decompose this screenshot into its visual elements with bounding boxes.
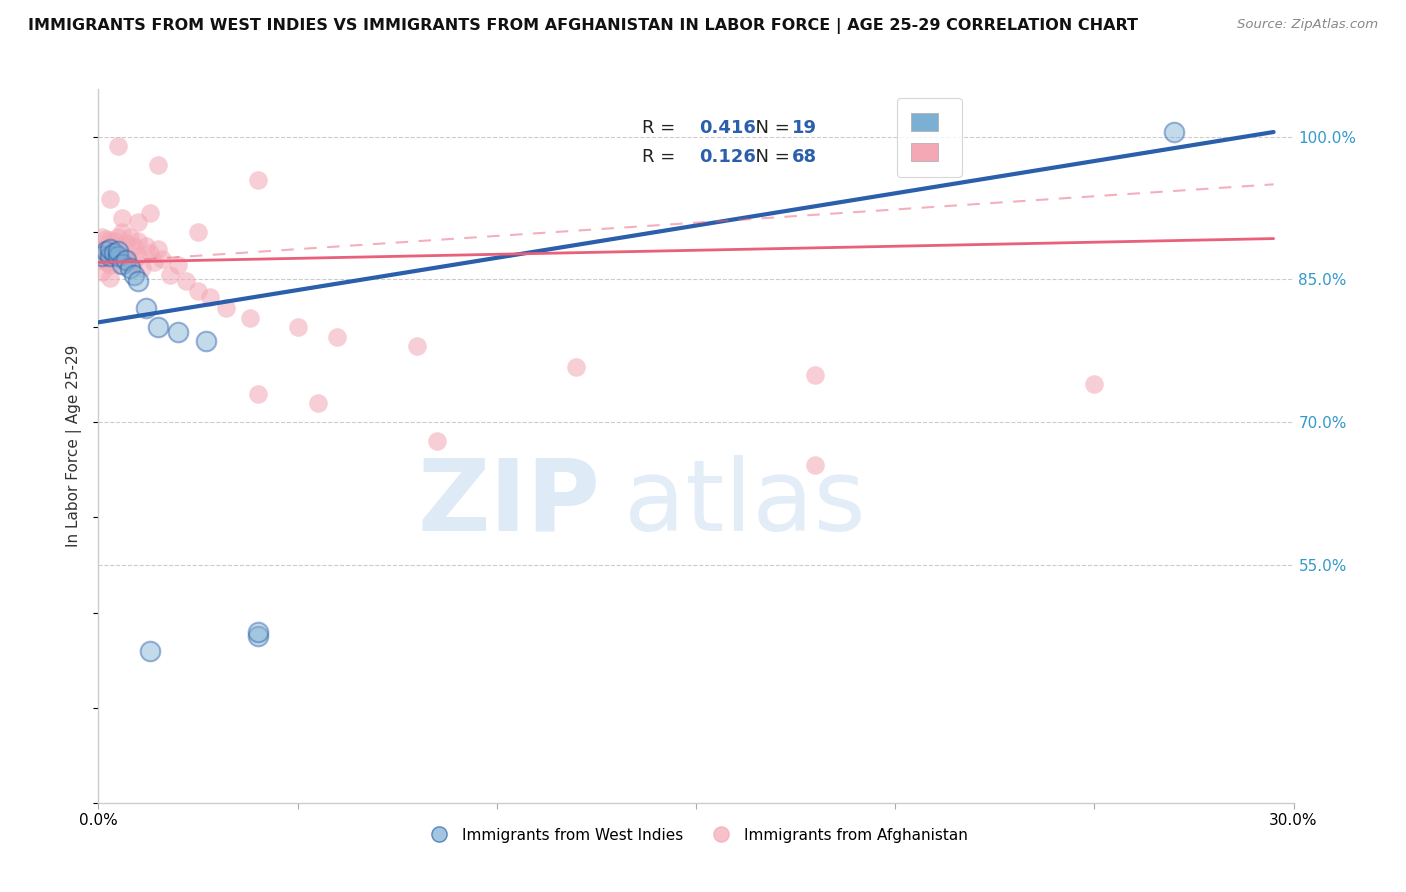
Point [91,242,114,256]
Point [91,249,114,263]
Point [111,252,134,266]
Point [148,320,170,334]
Point [135,239,157,253]
Point [246,386,269,401]
Point [91,253,114,268]
Point [1083,377,1105,392]
Point [115,253,138,268]
Point [98,258,122,272]
Text: 0.126: 0.126 [700,148,756,166]
Point [107,229,129,244]
Point [139,643,162,657]
Point [98,242,122,256]
Text: Source: ZipAtlas.com: Source: ZipAtlas.com [1237,18,1378,31]
Point [120,261,142,276]
Point [111,211,134,225]
Point [98,270,122,285]
Point [127,215,149,229]
Text: R =: R = [643,120,681,137]
Point [565,359,588,374]
Y-axis label: In Labor Force | Age 25-29: In Labor Force | Age 25-29 [66,345,83,547]
Text: 68: 68 [792,148,817,166]
Point [131,261,153,276]
Point [804,458,827,472]
Point [98,192,122,206]
Point [246,629,269,643]
Point [96,244,118,258]
Point [167,325,190,339]
Point [239,310,262,325]
Text: IMMIGRANTS FROM WEST INDIES VS IMMIGRANTS FROM AFGHANISTAN IN LABOR FORCE | AGE : IMMIGRANTS FROM WEST INDIES VS IMMIGRANT… [28,18,1137,34]
Point [215,301,238,315]
Point [167,258,190,272]
Point [96,244,118,258]
Point [187,284,209,298]
Point [103,249,125,263]
Point [91,265,114,279]
Point [103,235,125,249]
Point [98,245,122,260]
Point [107,244,129,258]
Point [287,320,309,334]
Point [107,258,129,272]
Point [103,245,125,260]
Point [96,255,118,269]
Point [139,245,162,260]
Point [150,252,173,266]
Point [111,257,134,271]
Point [143,255,166,269]
Point [174,274,197,288]
Point [187,225,209,239]
Point [148,158,170,172]
Point [426,434,449,449]
Point [107,139,129,153]
Point [804,368,827,382]
Point [326,329,349,343]
Point [246,172,269,186]
Point [124,239,146,253]
Point [159,268,181,282]
Point [139,206,162,220]
Point [246,624,269,639]
Point [91,229,114,244]
Text: N =: N = [744,120,796,137]
Point [198,290,221,304]
Point [135,301,157,315]
Point [98,233,122,247]
Point [127,249,149,263]
Point [307,396,329,410]
Text: atlas: atlas [624,455,866,551]
Point [195,334,218,349]
Point [120,229,142,244]
Point [127,235,149,249]
Text: 0.416: 0.416 [700,120,756,137]
Point [124,253,146,268]
Point [107,249,129,263]
Text: N =: N = [744,148,796,166]
Point [96,231,118,245]
Point [107,244,129,258]
Point [115,249,138,263]
Text: ZIP: ZIP [418,455,600,551]
Point [120,258,142,272]
Point [127,274,149,288]
Point [124,268,146,282]
Point [111,225,134,239]
Point [98,249,122,263]
Text: 19: 19 [792,120,817,137]
Point [115,236,138,251]
Point [1163,125,1185,139]
Point [406,339,429,353]
Legend: Immigrants from West Indies, Immigrants from Afghanistan: Immigrants from West Indies, Immigrants … [418,822,974,848]
Point [148,242,170,256]
Text: R =: R = [643,148,681,166]
